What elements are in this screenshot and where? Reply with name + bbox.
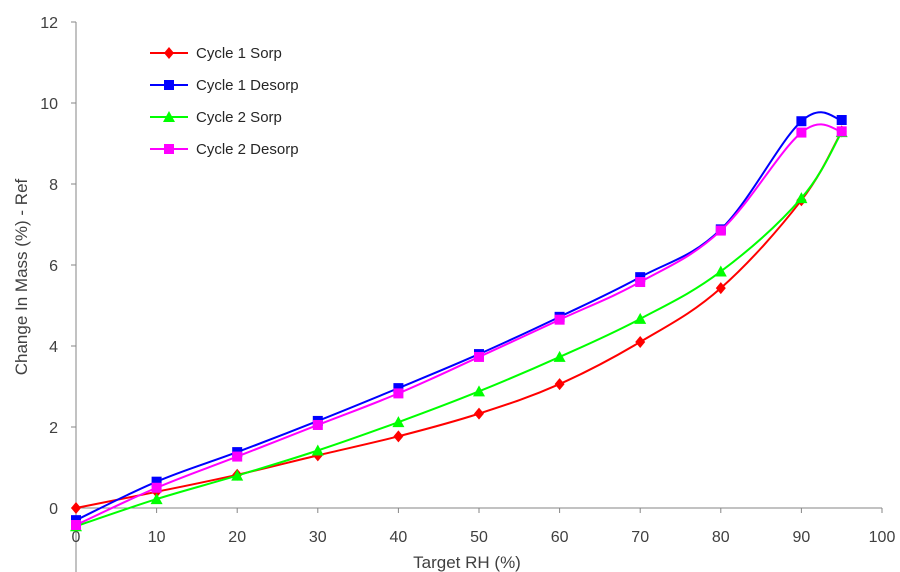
legend: Cycle 1 Sorp Cycle 1 Desorp Cycle 2 Sorp Cy… <box>150 45 299 158</box>
y-tick-label: 0 <box>49 501 58 518</box>
data-point <box>311 444 324 456</box>
legend-item-4: Cycle 2 Desorp <box>150 141 299 158</box>
data-point <box>634 312 647 324</box>
data-point <box>474 351 484 362</box>
x-axis-title: Target RH (%) <box>413 553 521 572</box>
y-tick-label: 12 <box>40 15 58 32</box>
x-tick-label: 90 <box>793 529 811 546</box>
legend-item-1: Cycle 1 Sorp <box>150 45 282 62</box>
series-line <box>75 130 843 509</box>
x-tick-label: 60 <box>551 529 569 546</box>
y-axis-title: Change In Mass (%) - Ref <box>12 178 31 375</box>
data-point <box>714 265 727 277</box>
legend-marker <box>164 80 174 90</box>
series-line <box>75 123 842 526</box>
data-point <box>312 419 323 430</box>
data-point <box>554 378 565 391</box>
y-tick-label: 8 <box>49 177 58 194</box>
data-point <box>393 388 404 399</box>
y-tick-label: 6 <box>49 258 58 275</box>
data-point <box>635 335 646 348</box>
legend-marker <box>164 47 174 59</box>
legend-item-3: Cycle 2 Sorp <box>150 109 282 126</box>
data-point <box>715 282 726 295</box>
data-point <box>71 502 81 514</box>
legend-label: Cycle 1 Desorp <box>196 77 299 94</box>
data-point <box>836 126 847 137</box>
series-layer <box>70 111 848 532</box>
data-point <box>71 520 81 531</box>
series-1 <box>71 125 847 514</box>
data-point <box>231 469 244 481</box>
series-4 <box>71 123 847 531</box>
data-point <box>796 127 807 138</box>
x-tick-label: 10 <box>148 529 166 546</box>
series-line <box>75 131 843 528</box>
x-tick-label: 0 <box>72 529 81 546</box>
data-point <box>150 493 163 505</box>
data-point <box>232 451 243 462</box>
data-point <box>393 383 404 394</box>
x-tick-label: 80 <box>712 529 730 546</box>
data-point <box>836 115 847 126</box>
x-tick-label: 70 <box>631 529 649 546</box>
legend-label: Cycle 1 Sorp <box>196 45 282 62</box>
axes: 0 2 4 6 8 10 12 0 10 20 30 40 50 60 70 80 90 100 <box>40 15 895 572</box>
data-point <box>795 192 808 204</box>
legend-item-2: Cycle 1 Desorp <box>150 77 299 94</box>
y-tick-label: 4 <box>49 339 58 356</box>
data-point <box>473 385 485 397</box>
x-tick-label: 100 <box>869 529 896 546</box>
x-tick-label: 40 <box>390 529 408 546</box>
data-point <box>392 416 405 428</box>
data-point <box>796 116 807 127</box>
legend-label: Cycle 2 Sorp <box>196 109 282 126</box>
data-point <box>554 314 565 325</box>
x-tick-label: 50 <box>470 529 488 546</box>
data-point <box>474 407 484 420</box>
series-line <box>75 111 842 522</box>
legend-label: Cycle 2 Desorp <box>196 141 299 158</box>
y-tick-label: 2 <box>49 420 58 437</box>
data-point <box>715 225 726 236</box>
series-2 <box>71 111 847 526</box>
y-tick-label: 10 <box>40 96 58 113</box>
data-point <box>151 482 162 493</box>
data-point <box>635 277 646 288</box>
data-point <box>393 430 404 443</box>
legend-marker <box>164 144 174 154</box>
data-point <box>151 476 162 487</box>
data-point <box>553 350 566 362</box>
x-tick-label: 20 <box>228 529 246 546</box>
legend-marker <box>163 111 175 122</box>
x-tick-label: 30 <box>309 529 327 546</box>
